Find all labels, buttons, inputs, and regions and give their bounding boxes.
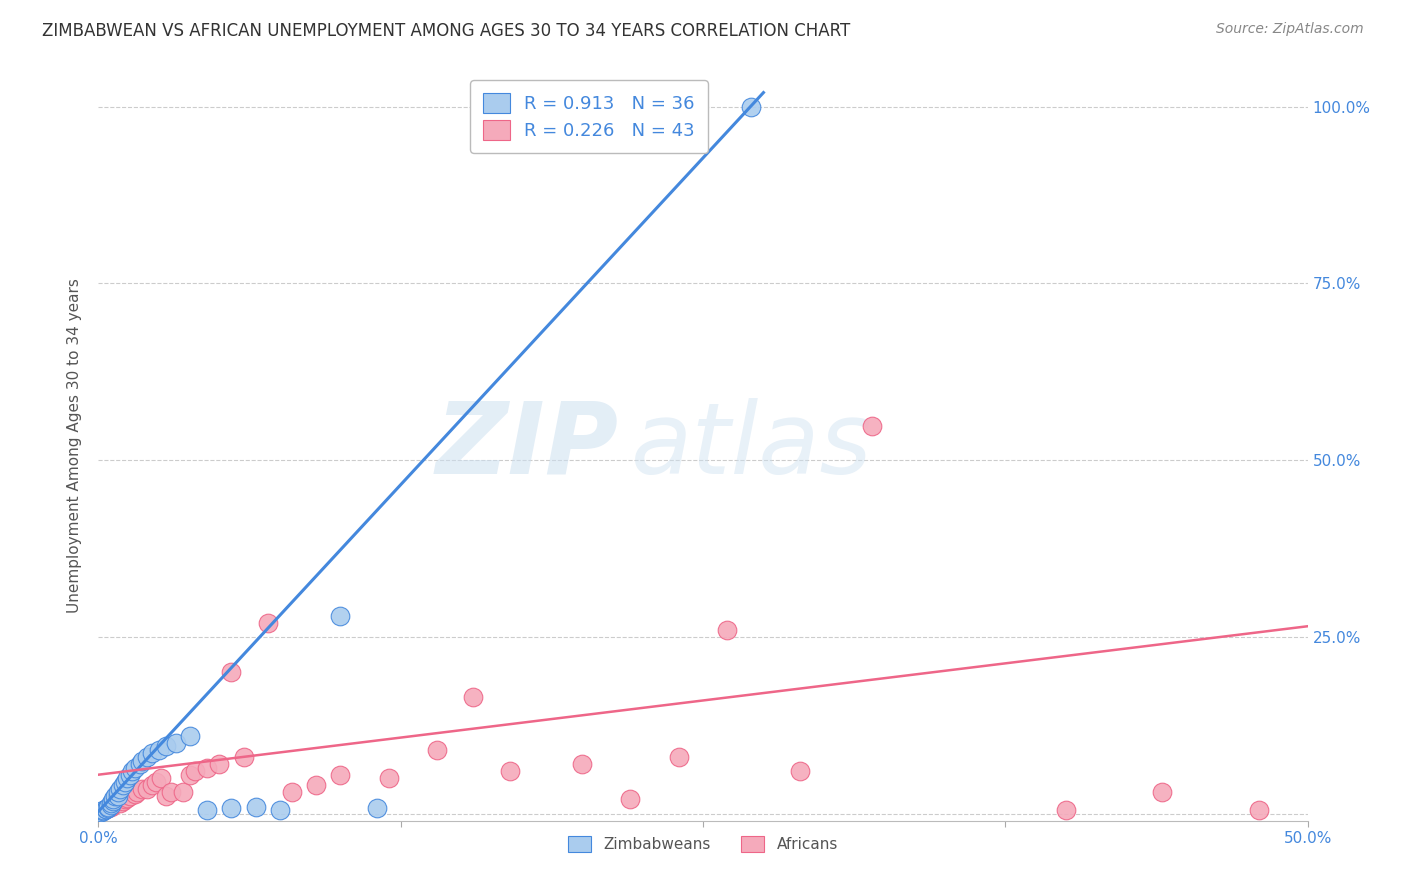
Point <box>100 798 122 813</box>
Point <box>571 757 593 772</box>
Point <box>97 801 120 815</box>
Point <box>789 764 811 779</box>
Point <box>155 789 177 803</box>
Legend: Zimbabweans, Africans: Zimbabweans, Africans <box>562 830 844 858</box>
Text: atlas: atlas <box>630 398 872 494</box>
Point <box>141 778 163 792</box>
Point <box>232 750 254 764</box>
Point <box>101 792 124 806</box>
Point <box>128 757 150 772</box>
Point <box>305 778 328 792</box>
Point <box>155 739 177 754</box>
Point <box>91 803 114 817</box>
Point <box>117 771 139 785</box>
Point <box>172 785 194 799</box>
Point <box>117 791 139 805</box>
Point <box>97 799 120 814</box>
Point <box>114 774 136 789</box>
Point <box>94 802 117 816</box>
Y-axis label: Unemployment Among Ages 30 to 34 years: Unemployment Among Ages 30 to 34 years <box>67 278 83 614</box>
Point <box>124 787 146 801</box>
Point <box>221 665 243 680</box>
Point <box>165 736 187 750</box>
Point <box>329 767 352 781</box>
Point <box>135 750 157 764</box>
Point <box>100 796 122 810</box>
Point <box>245 799 267 814</box>
Point <box>281 785 304 799</box>
Text: Source: ZipAtlas.com: Source: ZipAtlas.com <box>1216 22 1364 37</box>
Point <box>107 794 129 808</box>
Point <box>148 743 170 757</box>
Point <box>141 747 163 761</box>
Point <box>195 803 218 817</box>
Point <box>208 757 231 772</box>
Point <box>716 623 738 637</box>
Point <box>90 805 112 819</box>
Point <box>108 781 131 796</box>
Point <box>221 801 243 815</box>
Point <box>131 754 153 768</box>
Point <box>269 803 291 817</box>
Point <box>121 764 143 779</box>
Point <box>195 761 218 775</box>
Point <box>150 771 173 785</box>
Point <box>100 799 122 814</box>
Point <box>104 789 127 803</box>
Point <box>366 801 388 815</box>
Point <box>107 785 129 799</box>
Point <box>1249 803 1271 817</box>
Point <box>94 802 117 816</box>
Text: ZIP: ZIP <box>436 398 619 494</box>
Point <box>131 781 153 796</box>
Point <box>619 792 641 806</box>
Point <box>377 771 399 785</box>
Point <box>111 778 134 792</box>
Point <box>124 761 146 775</box>
Point <box>118 789 141 803</box>
Point <box>498 764 520 779</box>
Point <box>118 767 141 781</box>
Point <box>329 608 352 623</box>
Point <box>94 802 117 816</box>
Point <box>104 796 127 810</box>
Point <box>101 794 124 808</box>
Point <box>184 764 207 779</box>
Point <box>107 789 129 803</box>
Point <box>127 785 149 799</box>
Point <box>668 750 690 764</box>
Point <box>256 615 278 630</box>
Point <box>160 785 183 799</box>
Point <box>145 774 167 789</box>
Point <box>114 792 136 806</box>
Point <box>91 805 114 819</box>
Point <box>179 729 201 743</box>
Point <box>860 419 883 434</box>
Point <box>111 794 134 808</box>
Point <box>426 743 449 757</box>
Point <box>740 100 762 114</box>
Point <box>463 690 485 704</box>
Point <box>179 767 201 781</box>
Point <box>135 781 157 796</box>
Point <box>108 796 131 810</box>
Text: ZIMBABWEAN VS AFRICAN UNEMPLOYMENT AMONG AGES 30 TO 34 YEARS CORRELATION CHART: ZIMBABWEAN VS AFRICAN UNEMPLOYMENT AMONG… <box>42 22 851 40</box>
Point <box>1152 785 1174 799</box>
Point <box>101 798 124 813</box>
Point <box>1054 803 1077 817</box>
